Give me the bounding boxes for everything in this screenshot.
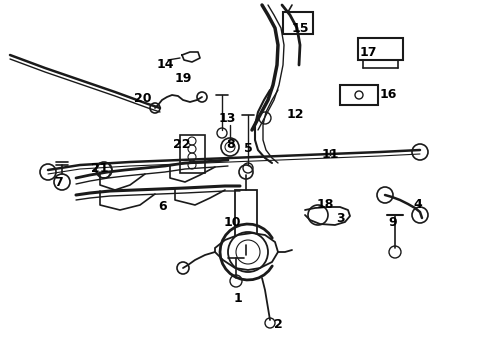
Text: 11: 11	[321, 148, 339, 162]
Bar	[180, 135, 205, 173]
Text: 8: 8	[227, 139, 235, 152]
Text: 19: 19	[174, 72, 192, 85]
Polygon shape	[215, 233, 278, 270]
Text: 17: 17	[359, 45, 377, 58]
Text: 20: 20	[134, 91, 152, 104]
Text: 15: 15	[291, 22, 309, 35]
Text: 16: 16	[379, 89, 397, 102]
Bar	[235, 190, 257, 245]
Text: 2: 2	[273, 319, 282, 332]
Text: 21: 21	[91, 162, 109, 175]
Text: 12: 12	[286, 108, 304, 122]
Text: 4: 4	[414, 198, 422, 211]
Text: 3: 3	[336, 211, 344, 225]
Text: 22: 22	[173, 139, 191, 152]
Text: 14: 14	[156, 58, 174, 72]
Bar	[340, 85, 378, 105]
Text: 10: 10	[223, 216, 241, 229]
Text: 7: 7	[53, 175, 62, 189]
Text: 5: 5	[244, 141, 252, 154]
Bar	[283, 12, 313, 34]
Text: 1: 1	[234, 292, 243, 305]
Text: 13: 13	[219, 112, 236, 125]
Text: 18: 18	[317, 198, 334, 211]
Text: 6: 6	[159, 201, 167, 213]
Text: 9: 9	[389, 216, 397, 229]
Bar	[358, 38, 403, 60]
